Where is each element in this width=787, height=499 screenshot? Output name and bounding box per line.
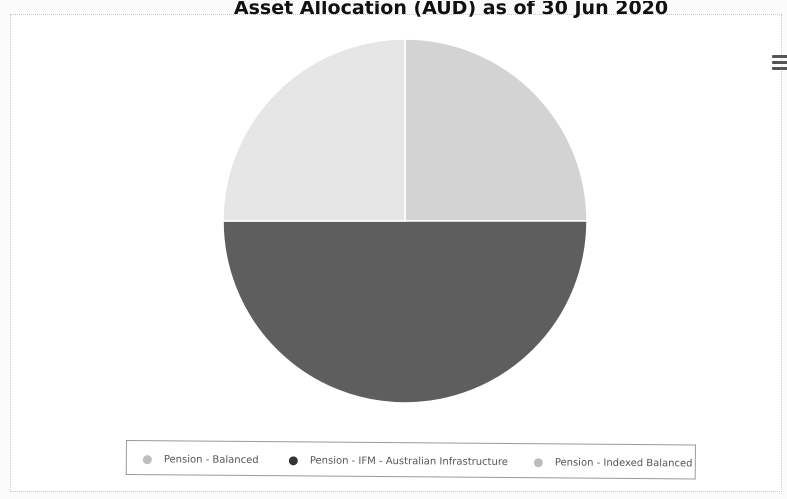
legend-item-pension-ifm-australian-infrastructure[interactable]: Pension - IFM - Australian Infrastructur… xyxy=(288,452,508,470)
legend-label: Pension - Indexed Balanced xyxy=(554,456,693,469)
chart-title: Asset Allocation (AUD) as of 30 Jun 2020 xyxy=(233,1,669,19)
legend-item-pension-indexed-balanced[interactable]: Pension - Indexed Balanced xyxy=(533,454,693,471)
chart-container: Asset Allocation (AUD) as of 30 Jun 2020… xyxy=(10,1,787,492)
pie-slice-pension-balanced[interactable] xyxy=(404,38,588,222)
legend-label: Pension - Balanced xyxy=(163,453,259,466)
legend-marker xyxy=(142,454,152,464)
pie-slice-pension-indexed-balanced[interactable] xyxy=(222,38,406,222)
pie-slices xyxy=(222,38,588,404)
legend-item-pension-balanced[interactable]: Pension - Balanced xyxy=(142,451,259,468)
hamburger-menu-icon xyxy=(772,55,787,70)
legend-marker xyxy=(288,455,298,465)
pie-slice-pension-ifm-australian-infrastructure[interactable] xyxy=(222,220,588,404)
chart-legend: Pension - Balanced Pension - IFM - Austr… xyxy=(125,440,696,480)
chart-menu-button[interactable] xyxy=(771,51,787,73)
legend-marker xyxy=(533,457,543,467)
pie-chart xyxy=(222,38,588,404)
legend-label: Pension - IFM - Australian Infrastructur… xyxy=(309,454,508,468)
